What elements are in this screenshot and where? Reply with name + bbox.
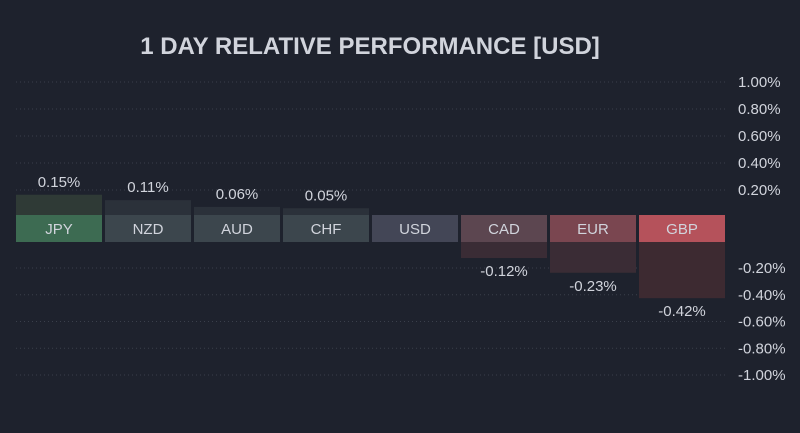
y-tick-label: -0.20%	[738, 260, 786, 277]
data-label: -0.23%	[569, 278, 617, 295]
y-tick-label: -0.60%	[738, 314, 786, 331]
category-label: EUR	[577, 221, 609, 238]
value-bar	[283, 208, 369, 215]
y-tick-label: -0.40%	[738, 287, 786, 304]
category-label: GBP	[666, 221, 698, 238]
currency-box	[105, 215, 191, 242]
currency-box	[194, 215, 280, 242]
value-bar	[461, 242, 547, 259]
currency-box	[639, 215, 725, 242]
currency-box	[550, 215, 636, 242]
value-bar	[550, 242, 636, 273]
currency-box	[461, 215, 547, 242]
data-label: -0.12%	[480, 263, 528, 280]
category-label: JPY	[45, 221, 73, 238]
y-axis: 1.00% 0.80% 0.60% 0.40% 0.20% -0.20% -0.40% -0.…	[738, 74, 786, 384]
y-tick-label: 1.00%	[738, 74, 781, 91]
category-label: AUD	[221, 221, 253, 238]
y-tick-label: 0.80%	[738, 101, 781, 118]
y-tick-label: -0.80%	[738, 340, 786, 357]
currency-box	[283, 215, 369, 242]
value-bar	[639, 242, 725, 299]
currency-box	[372, 215, 458, 242]
category-label: USD	[399, 221, 431, 238]
chart-title: 1 DAY RELATIVE PERFORMANCE [USD]	[140, 33, 600, 60]
value-bar	[105, 200, 191, 215]
data-label: 0.05%	[305, 187, 348, 204]
currency-box	[16, 215, 102, 242]
value-bar	[16, 194, 102, 215]
bars-group: JPY 0.15% NZD 0.11% AUD 0.06% CHF 0.05% USD CAD -0…	[16, 174, 725, 320]
data-label: -0.42%	[658, 303, 706, 320]
value-bar	[194, 206, 280, 215]
category-label: CAD	[488, 221, 520, 238]
category-label: NZD	[133, 221, 164, 238]
data-label: 0.06%	[216, 186, 259, 203]
y-tick-label: 0.40%	[738, 155, 781, 172]
y-tick-label: 0.20%	[738, 182, 781, 199]
data-label: 0.15%	[38, 174, 81, 191]
y-tick-label: 0.60%	[738, 128, 781, 145]
category-label: CHF	[311, 221, 342, 238]
y-tick-label: -1.00%	[738, 367, 786, 384]
data-label: 0.11%	[127, 179, 168, 196]
